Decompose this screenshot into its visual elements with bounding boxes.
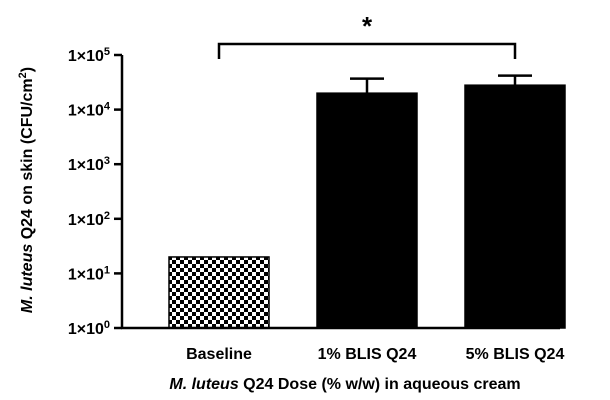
error-bars <box>350 74 532 94</box>
x-axis-title-italic: M. luteus <box>169 376 238 393</box>
y-tick-exp: 1 <box>104 264 110 276</box>
y-tick-exp: 3 <box>104 155 110 167</box>
y-tick-base: 1×10 <box>68 48 104 65</box>
y-tick-label: 1×105 <box>68 46 110 65</box>
y-tick-base: 1×10 <box>68 157 104 174</box>
bars <box>168 84 566 329</box>
category-label-1: 1% BLIS Q24 <box>318 346 417 363</box>
bar-0 <box>168 256 270 329</box>
y-tick-exp: 4 <box>104 101 111 113</box>
y-tick-base: 1×10 <box>68 103 104 120</box>
y-tick-exp: 2 <box>104 210 110 222</box>
x-axis-title-text: Q24 Dose (% w/w) in aqueous cream <box>239 376 521 393</box>
category-label-2: 5% BLIS Q24 <box>466 346 565 363</box>
bar-1 <box>316 92 418 329</box>
y-tick-exp: 5 <box>104 46 110 58</box>
y-tick-label: 1×102 <box>68 210 110 229</box>
category-label-0: Baseline <box>186 346 252 363</box>
y-tick-label: 1×101 <box>68 264 110 283</box>
y-axis-title-close: ) <box>19 67 36 72</box>
y-tick-exp: 0 <box>104 319 110 331</box>
y-tick-base: 1×10 <box>68 321 104 338</box>
bar-2 <box>464 84 566 329</box>
y-tick-base: 1×10 <box>68 266 104 283</box>
y-axis-title-text: Q24 on skin (CFU/cm <box>19 78 36 243</box>
y-tick-label: 1×100 <box>68 319 110 338</box>
x-axis-title: M. luteus Q24 Dose (% w/w) in aqueous cr… <box>169 376 520 393</box>
y-axis-title-italic: M. luteus <box>19 244 36 313</box>
y-tick-base: 1×10 <box>68 212 104 229</box>
y-axis-title: M. luteus Q24 on skin (CFU/cm2) <box>17 67 36 313</box>
significance-star: * <box>362 11 373 41</box>
y-tick-label: 1×103 <box>68 155 110 174</box>
significance-bracket <box>217 42 517 59</box>
x-axis-categories: Baseline 1% BLIS Q24 5% BLIS Q24 <box>186 346 564 363</box>
y-tick-label: 1×104 <box>68 101 111 120</box>
y-axis-title-sup: 2 <box>17 72 29 78</box>
